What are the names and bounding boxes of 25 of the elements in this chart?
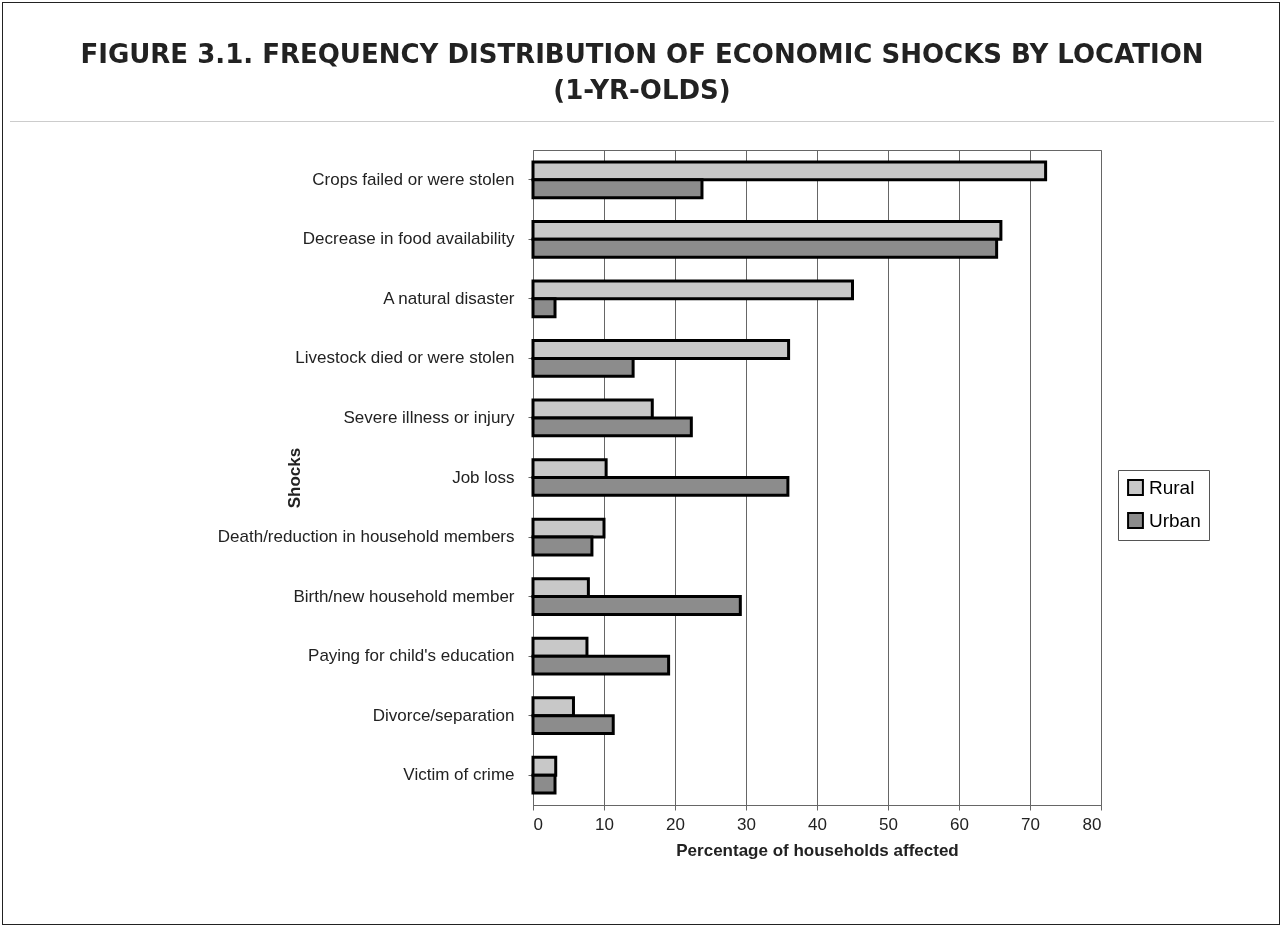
y-axis-title: Shocks (284, 447, 304, 509)
legend-label: Urban (1149, 509, 1201, 531)
y-tick-label: Decrease in food availability (302, 229, 515, 249)
chart-title: FIGURE 3.1. FREQUENCY DISTRIBUTION OF ECONOMIC SHOCKS BY LOCATION (1-YR-OLDS) (10, 12, 1274, 122)
y-tick-label: A natural disaster (383, 288, 515, 308)
x-axis-title: Percentage of households affected (676, 840, 959, 860)
y-tick-label: Victim of crime (403, 765, 515, 785)
legend-label: Rural (1149, 476, 1195, 498)
x-tick-label: 20 (666, 814, 685, 834)
x-tick-label: 40 (808, 814, 827, 834)
y-tick-label: Crops failed or were stolen (312, 169, 515, 189)
y-tick-label: Livestock died or were stolen (295, 348, 515, 368)
y-tick-label: Paying for child's education (308, 646, 515, 666)
x-tick-label: 0 (533, 814, 543, 834)
x-tick-label: 60 (950, 814, 969, 834)
y-tick-label: Death/reduction in household members (217, 527, 515, 547)
y-tick-label: Job loss (452, 467, 515, 487)
x-tick-label: 10 (595, 814, 614, 834)
x-tick-label: 50 (879, 814, 898, 834)
y-tick-label: Divorce/separation (372, 705, 515, 725)
x-tick-label: 30 (737, 814, 756, 834)
x-tick-label: 80 (1082, 814, 1102, 834)
y-tick-label: Severe illness or injury (343, 407, 515, 427)
x-tick-label: 70 (1021, 814, 1040, 834)
y-tick-label: Birth/new household member (293, 586, 515, 606)
